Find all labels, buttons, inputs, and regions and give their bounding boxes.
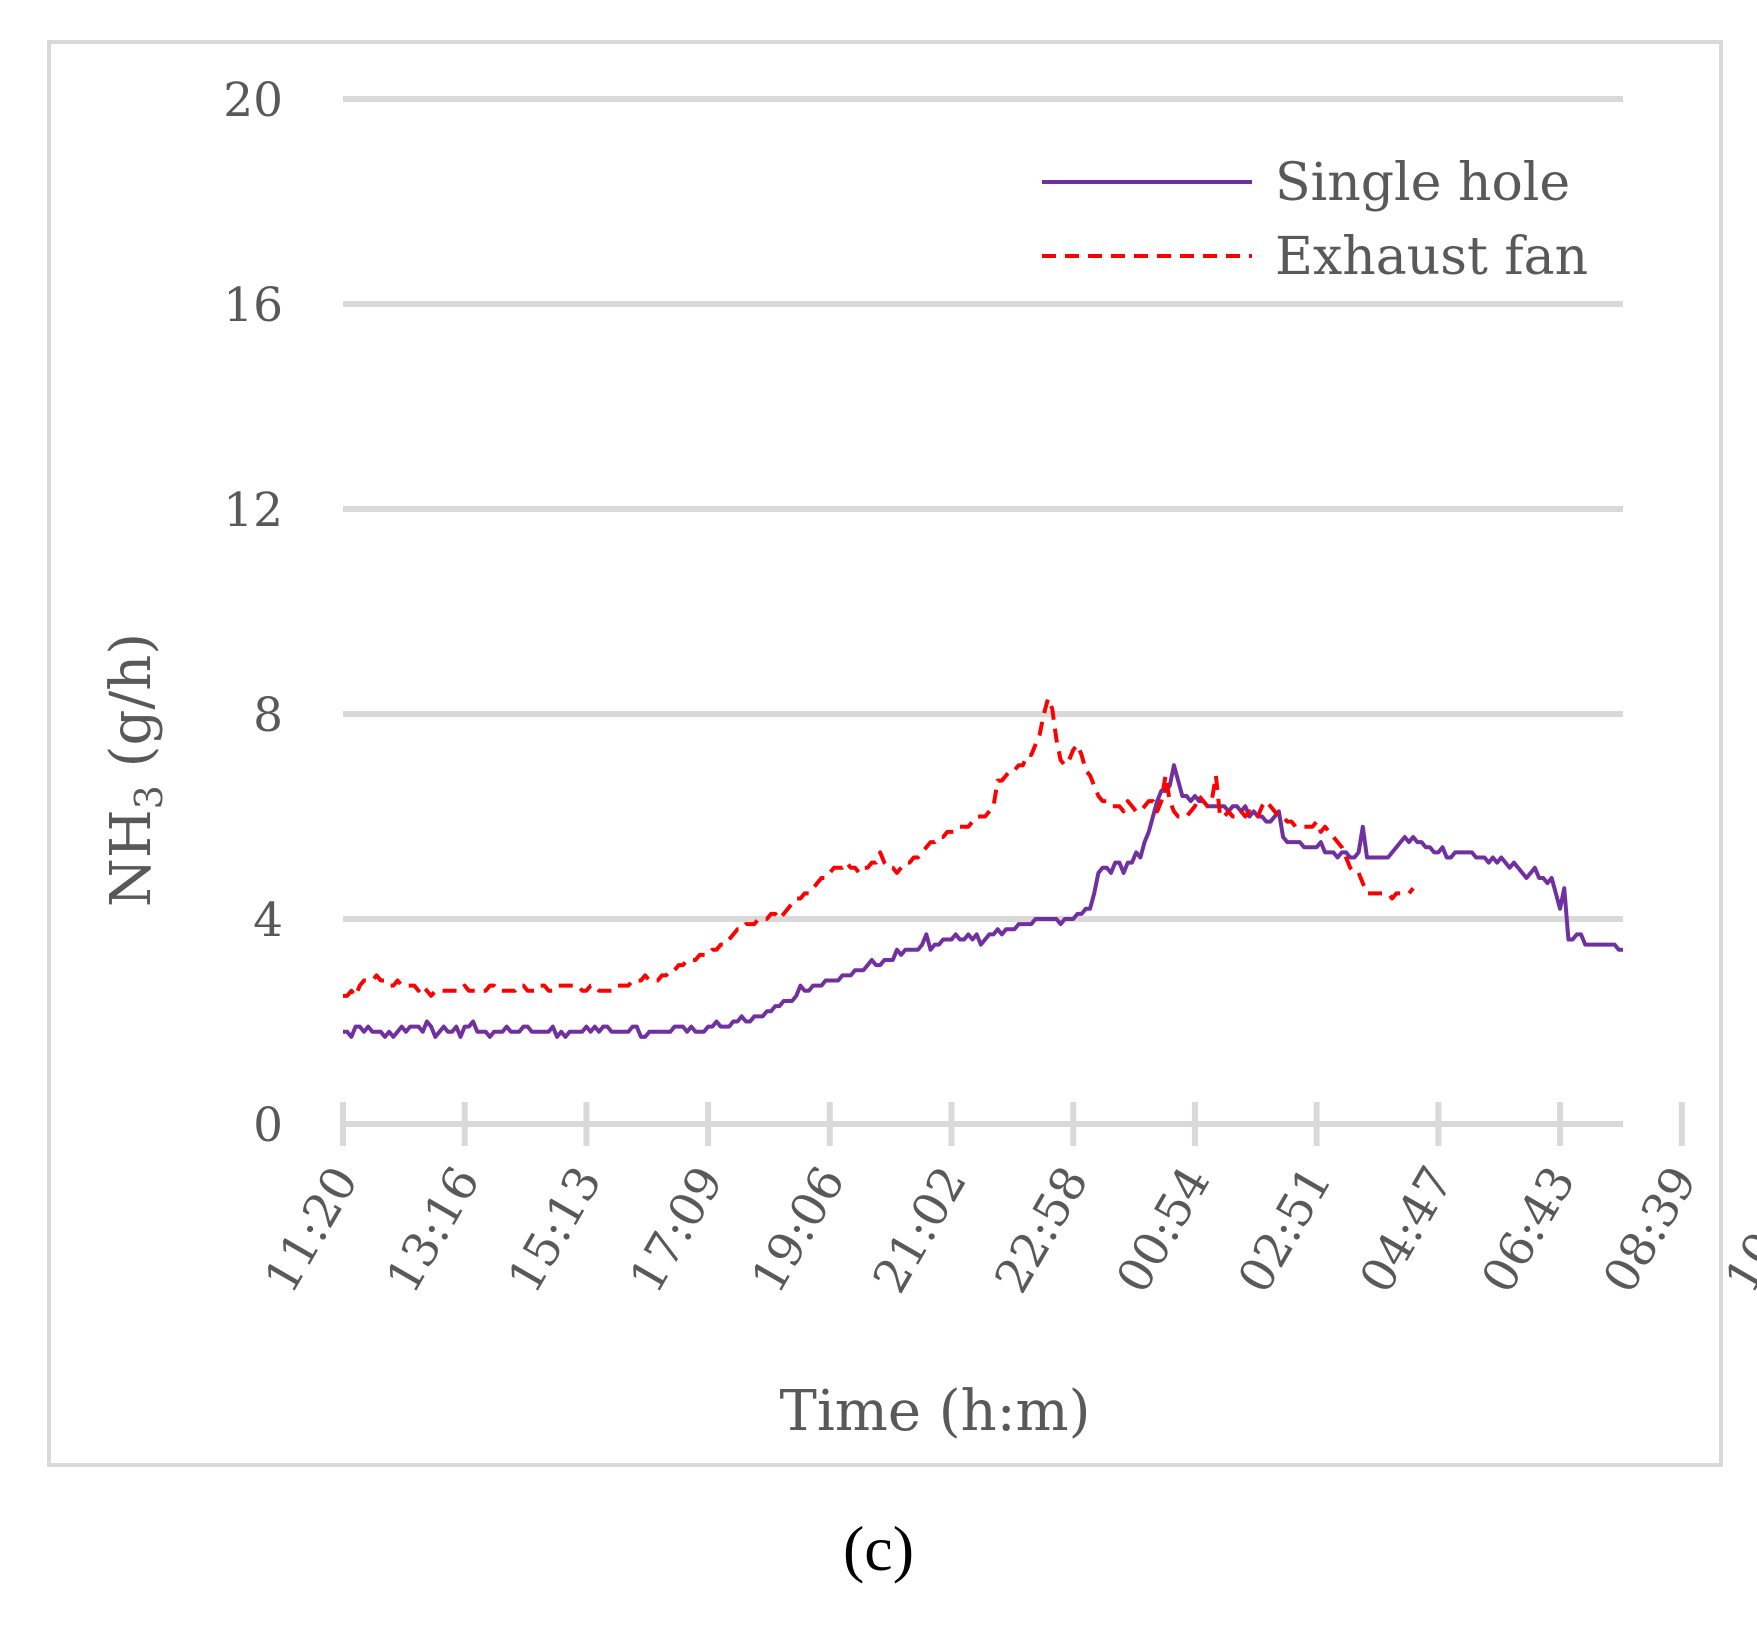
legend-label-exhaust-fan: Exhaust fan xyxy=(1275,227,1588,287)
y-tick-label: 16 xyxy=(223,278,283,333)
x-axis-title: Time (h:m) xyxy=(779,1379,1090,1444)
y-axis-title-main: NH xyxy=(99,809,164,907)
gridlines xyxy=(343,96,1623,922)
y-axis-title: NH3 (g/h) xyxy=(99,633,171,907)
y-axis-title-unit: (g/h) xyxy=(99,633,164,785)
legend-label-single-hole: Single hole xyxy=(1275,153,1570,213)
y-axis-tick-labels: 0 4 8 12 16 20 xyxy=(223,73,283,1153)
y-tick-label: 0 xyxy=(253,1098,283,1153)
y-tick-label: 12 xyxy=(223,483,283,538)
chart-border xyxy=(47,40,1723,1467)
series-group xyxy=(343,696,1623,1039)
panel-label: (c) xyxy=(842,1513,915,1584)
y-tick-label: 8 xyxy=(253,688,283,743)
x-axis xyxy=(340,1102,1685,1146)
y-axis-title-subscript: 3 xyxy=(127,785,171,809)
legend: Single hole Exhaust fan xyxy=(1042,153,1588,287)
y-tick-label: 20 xyxy=(223,73,283,128)
series-line-single-hole xyxy=(343,763,1623,1039)
y-tick-label: 4 xyxy=(253,893,283,948)
